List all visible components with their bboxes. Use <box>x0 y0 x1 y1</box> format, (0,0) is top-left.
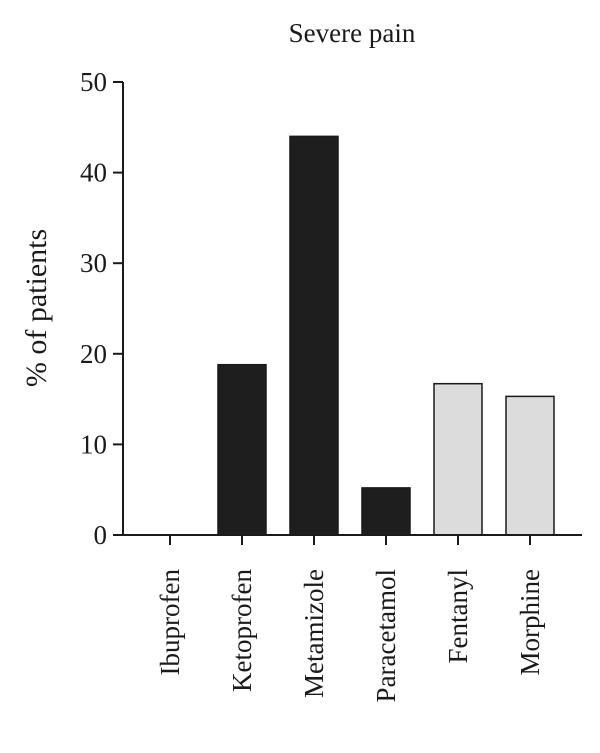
x-tick-label-metamizole: Metamizole <box>299 569 329 698</box>
chart-title: Severe pain <box>289 18 416 48</box>
bar-morphine <box>505 395 555 536</box>
bar-fentanyl <box>433 382 483 536</box>
x-tick-label-fentanyl: Fentanyl <box>443 569 473 664</box>
x-tick-label-ketoprofen: Ketoprofen <box>227 569 257 692</box>
y-tick-label: 20 <box>80 339 107 369</box>
y-axis: 0 10 20 30 40 50 <box>80 67 123 550</box>
y-tick-label: 0 <box>94 520 108 550</box>
x-tick-label-paracetamol: Paracetamol <box>371 569 401 702</box>
bars <box>217 135 555 536</box>
x-tick-label-ibuprofen: Ibuprofen <box>155 569 185 676</box>
x-axis: Ibuprofen Ketoprofen Metamizole Paracetamol… <box>155 535 545 702</box>
bar-ketoprofen <box>217 363 267 536</box>
y-tick-label: 10 <box>80 429 107 459</box>
bar-paracetamol <box>361 487 411 536</box>
y-axis-label: % of patients <box>20 229 53 387</box>
x-tick-label-morphine: Morphine <box>515 569 545 676</box>
y-tick-label: 30 <box>80 248 107 278</box>
y-tick-label: 50 <box>80 67 107 97</box>
bar-metamizole <box>289 135 339 536</box>
y-tick-label: 40 <box>80 158 107 188</box>
